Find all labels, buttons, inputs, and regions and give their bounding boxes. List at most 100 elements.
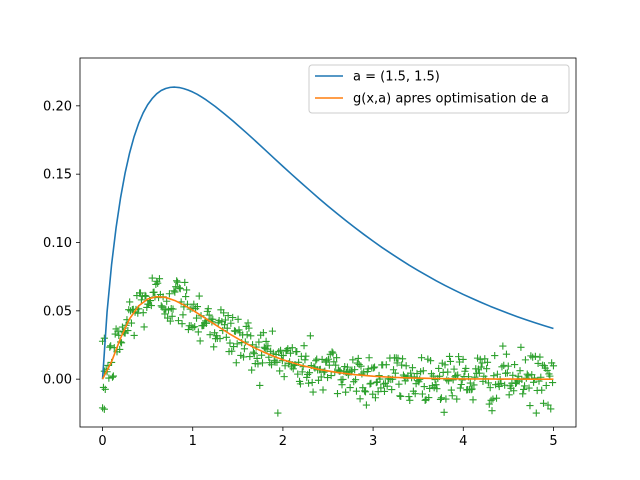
scatter-point [441, 361, 449, 369]
scatter-point [354, 354, 362, 363]
scatter-point [425, 393, 433, 402]
scatter-point [371, 394, 380, 402]
scatter-point [325, 361, 333, 369]
scatter-point [398, 361, 406, 369]
scatter-point [388, 386, 396, 394]
scatter-point [324, 355, 333, 363]
scatter-point [396, 392, 404, 400]
scatter-point [114, 327, 122, 335]
scatter-point [141, 291, 149, 300]
scatter-point [450, 365, 458, 373]
scatter-point [382, 361, 390, 369]
scatter-point [454, 353, 463, 361]
scatter-point [108, 373, 117, 381]
scatter-point [154, 279, 162, 287]
scatter-point [333, 389, 342, 398]
y-tick-label: 0.20 [43, 99, 72, 114]
scatter-point [216, 334, 224, 343]
scatter-point [280, 373, 288, 381]
scatter-point [245, 324, 253, 332]
scatter-point [169, 305, 177, 313]
scatter-point [130, 331, 138, 340]
scatter-point [398, 355, 407, 363]
scatter-point [273, 358, 281, 366]
scatter-point [475, 369, 483, 377]
scatter-point [509, 371, 517, 379]
scatter-point [330, 358, 338, 366]
scatter-point [482, 365, 491, 373]
scatter-point [143, 303, 151, 312]
scatter-point [389, 366, 398, 374]
scatter-point [446, 357, 455, 366]
scatter-point [124, 326, 132, 335]
scatter-point [166, 317, 174, 325]
scatter-point [349, 356, 357, 364]
scatter-point [484, 379, 492, 387]
scatter-point [538, 386, 546, 394]
scatter-point [375, 371, 383, 380]
scatter-point [286, 349, 295, 357]
scatter-point [342, 388, 350, 396]
x-tick-label: 4 [459, 434, 467, 449]
scatter-point [437, 394, 446, 402]
scatter-point [142, 292, 150, 300]
scatter-point [98, 404, 107, 412]
scatter-point [170, 287, 178, 295]
series-line-1 [101, 295, 554, 380]
scatter-point [210, 343, 218, 351]
scatter-point [101, 385, 109, 393]
scatter-point [501, 381, 509, 389]
scatter-point [233, 340, 241, 348]
scatter-point [467, 386, 475, 394]
scatter-point [253, 354, 261, 363]
scatter-point [524, 372, 532, 380]
scatter-point [362, 401, 371, 409]
scatter-point [190, 300, 198, 308]
scatter-point [172, 283, 180, 291]
scatter-point [244, 319, 252, 327]
data-layer [98, 86, 558, 417]
scatter-point [470, 381, 478, 389]
scatter-point [444, 368, 452, 376]
scatter-point [243, 331, 251, 339]
scatter-point [191, 323, 199, 331]
scatter-point [343, 363, 352, 371]
scatter-point [182, 292, 190, 301]
scatter-point [339, 375, 347, 384]
scatter-point [312, 357, 320, 365]
scatter-point [202, 319, 211, 327]
scatter-point [525, 384, 533, 392]
scatter-point [107, 342, 115, 350]
scatter-point [323, 373, 332, 382]
scatter-point [543, 366, 551, 375]
scatter-point [383, 382, 391, 390]
scatter-point [247, 332, 255, 340]
scatter-point [155, 275, 164, 283]
scatter-point [264, 342, 272, 350]
scatter-point [355, 360, 363, 369]
scatter-point [204, 305, 212, 313]
scatter-point [491, 351, 499, 360]
scatter-point [231, 327, 239, 335]
scatter-point [359, 384, 367, 392]
scatter-point [510, 387, 518, 395]
scatter-point [493, 370, 502, 378]
scatter-point [319, 386, 327, 394]
scatter-point [173, 278, 182, 286]
y-tick-label: 0.05 [43, 304, 72, 319]
scatter-point [502, 350, 511, 358]
scatter-point [395, 380, 403, 388]
scatter-point [445, 352, 454, 361]
scatter-point [161, 310, 169, 318]
scatter-point [530, 374, 539, 382]
scatter-point [329, 349, 337, 357]
scatter-point [309, 388, 317, 396]
scatter-point [308, 378, 316, 387]
scatter-point [466, 379, 474, 387]
scatter-point [356, 395, 364, 403]
scatter-point [351, 366, 359, 374]
scatter-point [352, 387, 361, 395]
scatter-point [510, 360, 519, 369]
scatter-point [178, 320, 186, 328]
scatter-point [536, 353, 544, 361]
